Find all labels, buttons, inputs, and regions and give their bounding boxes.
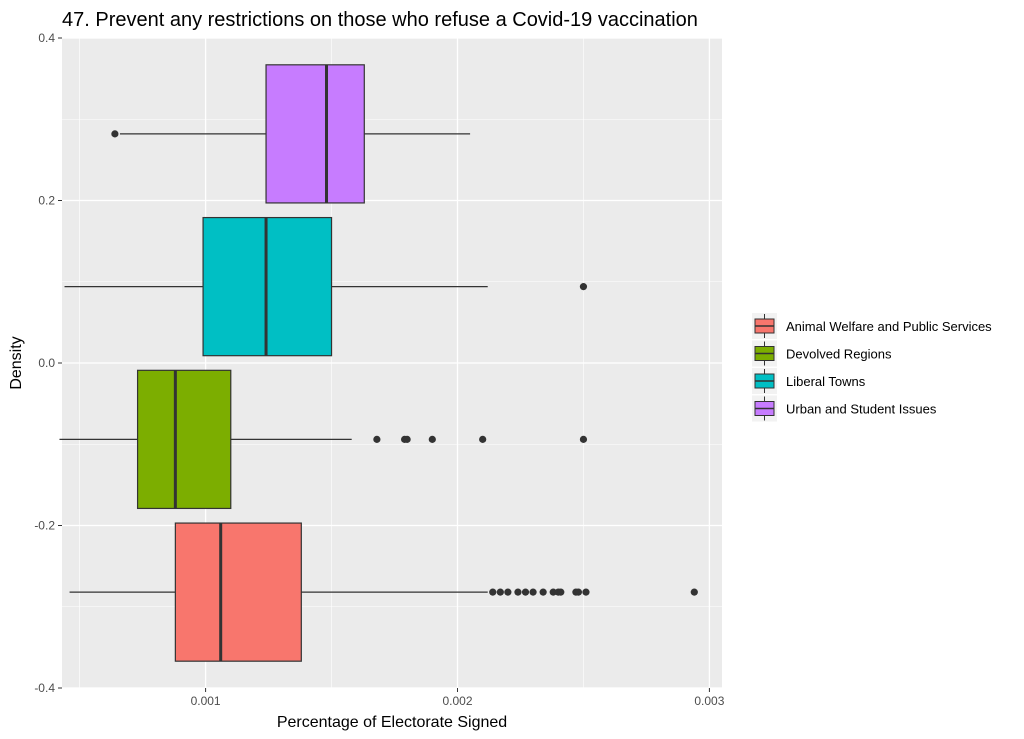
outlier-point: [514, 588, 522, 596]
x-tick-label: 0.002: [442, 694, 472, 708]
box-devolved-regions: [59, 369, 588, 510]
outlier-point: [579, 435, 588, 443]
x-axis-title: Percentage of Electorate Signed: [277, 714, 507, 731]
outlier-point: [539, 588, 547, 596]
box-animal-welfare-and-public-services: [69, 522, 698, 662]
outlier-point: [690, 588, 698, 596]
y-tick-label: 0.0: [38, 356, 55, 370]
y-tick-label: -0.4: [34, 681, 55, 695]
x-tick-label: 0.003: [694, 694, 724, 708]
y-tick-label: 0.2: [38, 194, 55, 208]
outlier-point: [574, 588, 583, 596]
outlier-point: [579, 283, 588, 291]
iqr-box: [136, 369, 232, 510]
chart-title: 47. Prevent any restrictions on those wh…: [62, 9, 698, 31]
outlier-point: [479, 435, 487, 443]
iqr-box: [174, 522, 302, 662]
legend-item-devolved-regions: Devolved Regions: [752, 340, 892, 367]
box-liberal-towns: [64, 216, 588, 357]
outlier-point: [403, 435, 411, 443]
outlier-point: [557, 588, 565, 596]
outlier-point: [504, 588, 512, 596]
major-gridlines: [62, 37, 722, 689]
outlier-point: [496, 588, 504, 596]
y-tick-label: 0.4: [38, 31, 55, 45]
legend-label: Liberal Towns: [786, 374, 866, 389]
outlier-point: [428, 435, 436, 443]
outlier-point: [529, 588, 537, 596]
iqr-box: [265, 64, 365, 204]
outlier-point: [549, 588, 557, 596]
outlier-point: [111, 130, 119, 138]
legend-item-liberal-towns: Liberal Towns: [752, 368, 866, 394]
legend-label: Animal Welfare and Public Services: [786, 319, 992, 334]
legend: Animal Welfare and Public Services Devolv…: [752, 313, 992, 422]
outlier-point: [521, 588, 530, 596]
legend-item-animal-welfare-and-public-services: Animal Welfare and Public Services: [752, 313, 992, 339]
y-axis-title: Density: [8, 336, 25, 389]
legend-item-urban-and-student-issues: Urban and Student Issues: [752, 395, 937, 422]
outlier-point: [489, 588, 497, 596]
legend-label: Devolved Regions: [786, 347, 892, 362]
y-tick-label: -0.2: [34, 519, 55, 533]
legend-label: Urban and Student Issues: [786, 402, 937, 417]
x-tick-label: 0.001: [191, 694, 221, 708]
box-urban-and-student-issues: [111, 64, 471, 204]
box-series-group: [59, 64, 698, 662]
y-axis: 0.4 0.2 0.0 -0.2 -0.4: [34, 31, 62, 695]
outlier-point: [373, 435, 381, 443]
outlier-point: [582, 588, 590, 596]
x-axis: 0.001 0.002 0.003: [191, 688, 725, 708]
